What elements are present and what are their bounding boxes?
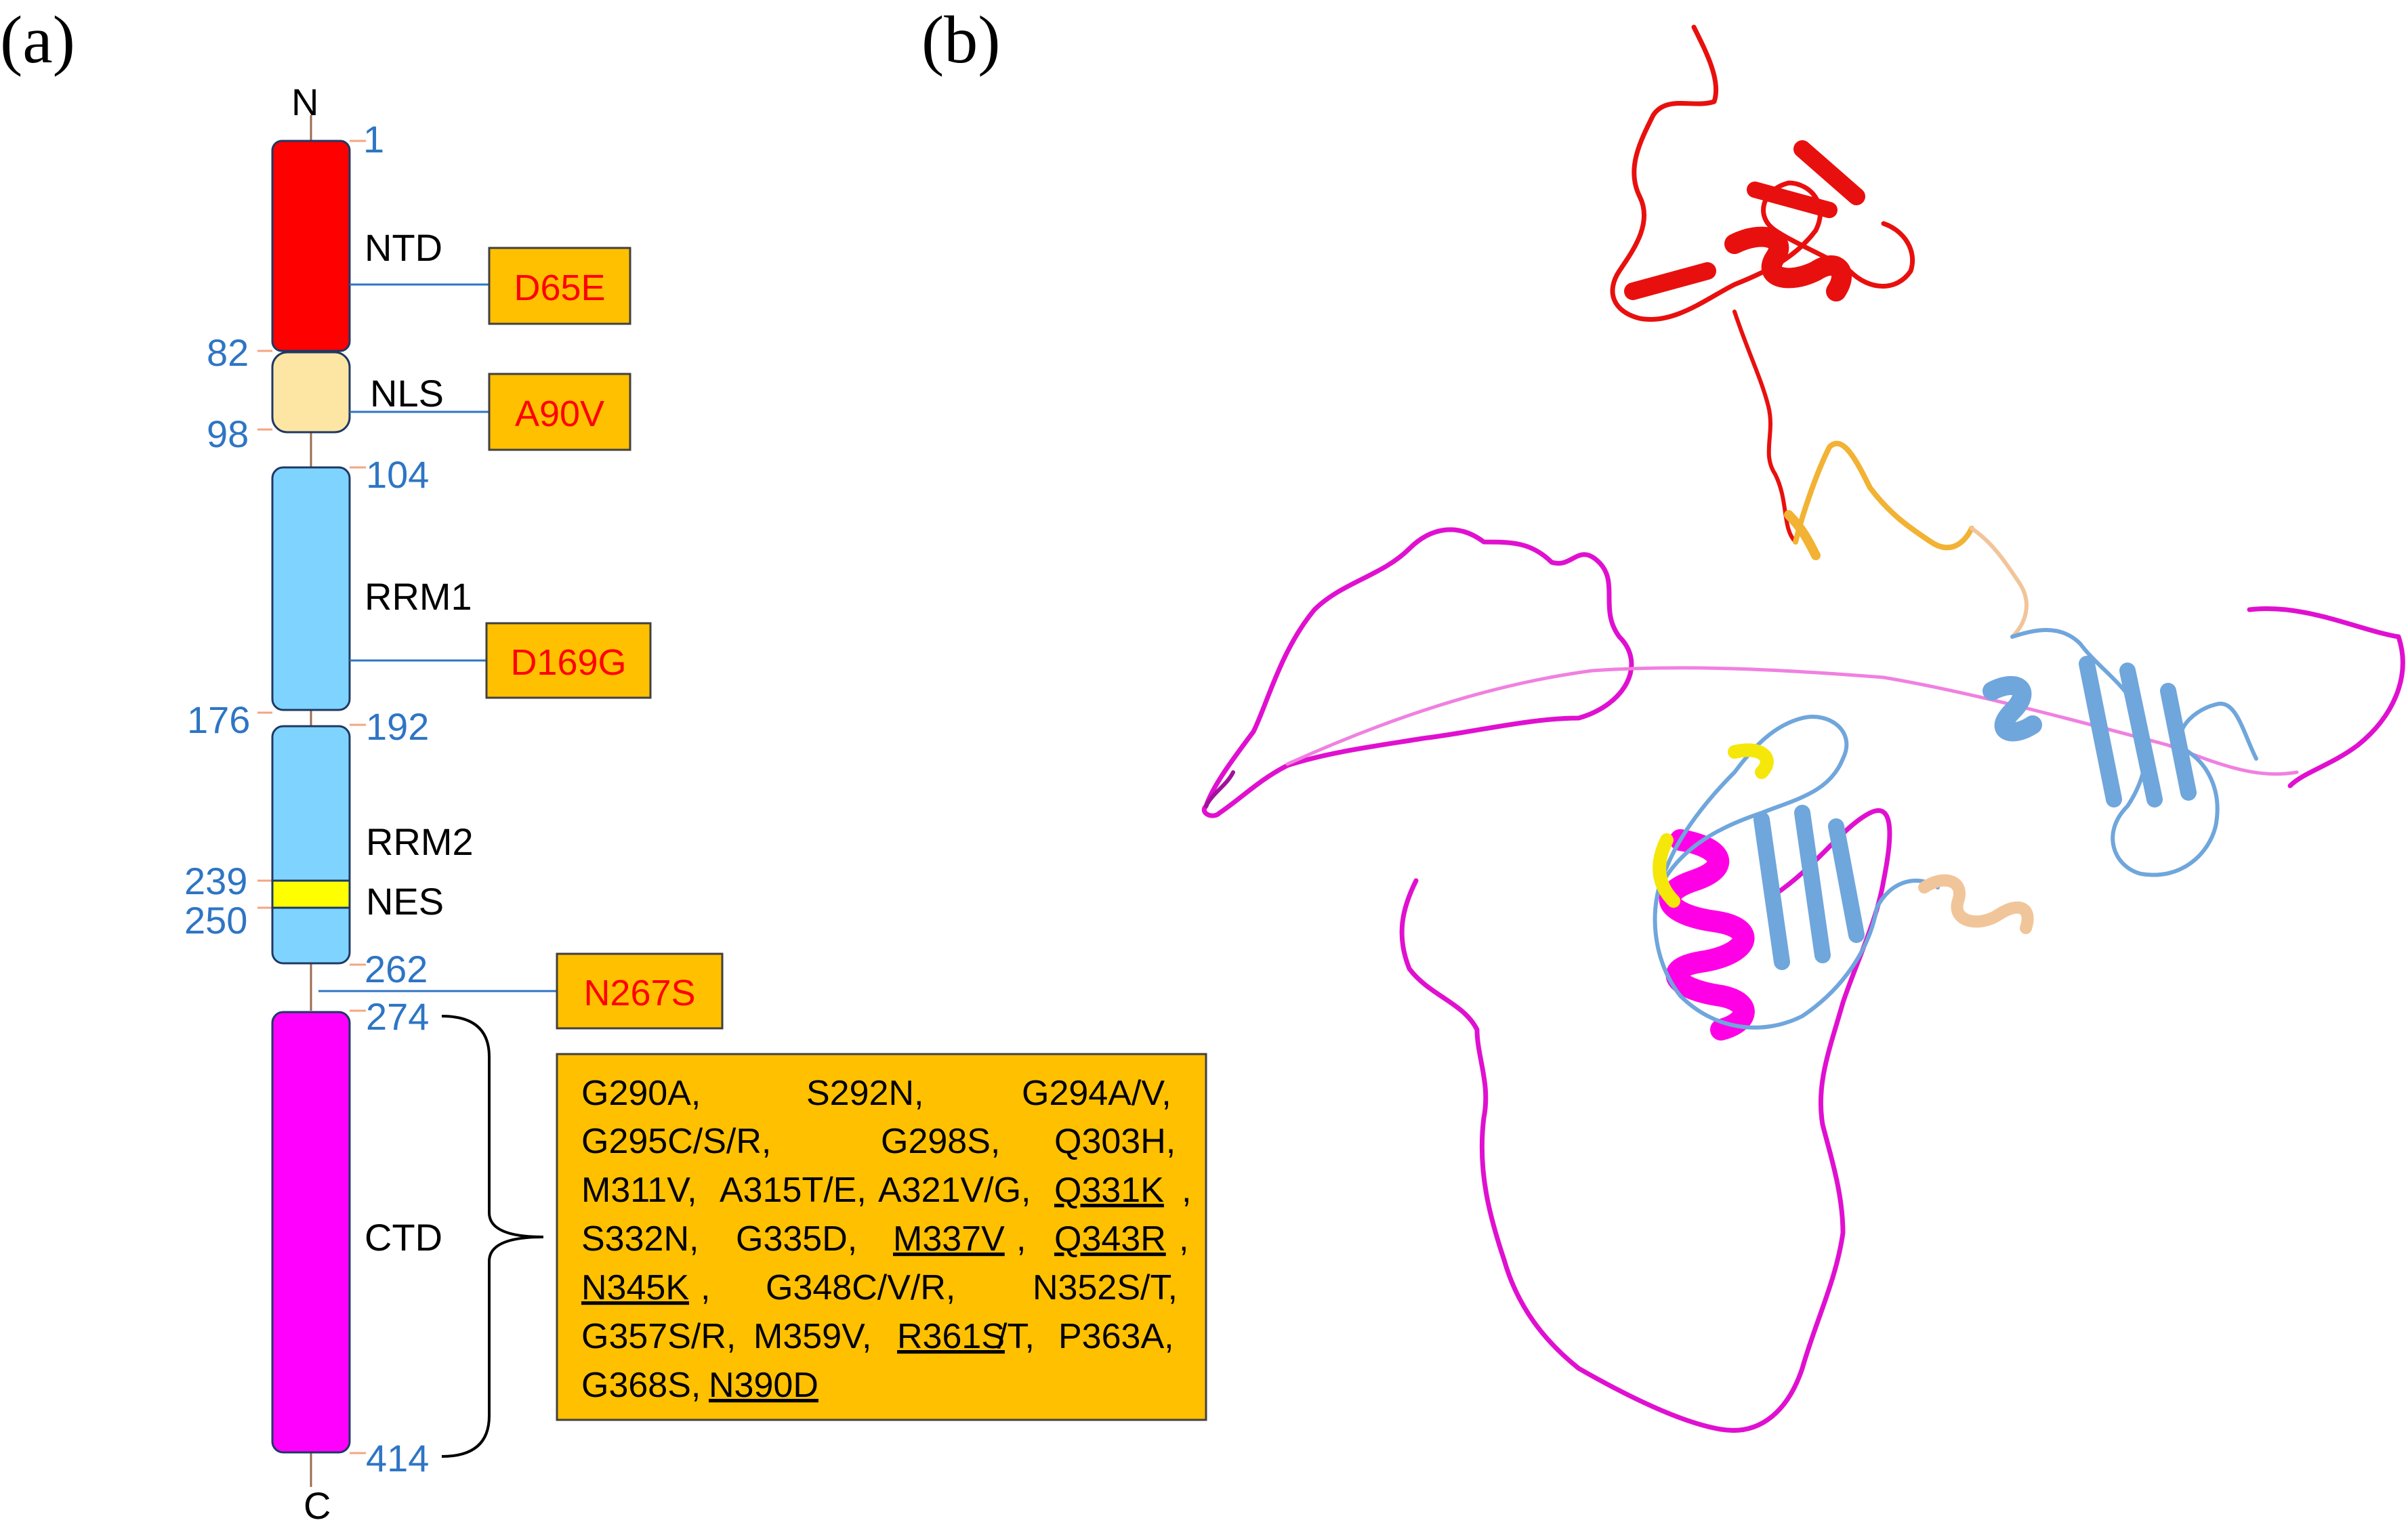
ctd-mutation: G348C/V/R, <box>766 1268 955 1307</box>
nls-label: NLS <box>370 372 444 415</box>
rrm1-strand <box>2079 656 2122 807</box>
nes-helix <box>1653 833 1680 908</box>
rrm1-label: RRM1 <box>365 575 472 618</box>
ctd-loop <box>1202 527 1634 818</box>
panel-b: (b) <box>921 2 2405 1433</box>
ctd-mutation-box <box>556 1053 1207 1421</box>
panel-a-label: (a) <box>0 2 75 77</box>
ctd-loop <box>2247 606 2405 789</box>
residue-239: 239 <box>184 860 247 902</box>
protein-structure-render <box>1202 24 2405 1433</box>
mutation-box-a90v <box>488 373 631 451</box>
ctd-mutation: G290A, <box>581 1074 701 1113</box>
ctd-mutation: G295C/S/R, <box>581 1122 771 1161</box>
ntd-strand <box>1793 140 1865 205</box>
rrm1-helix <box>1983 676 2042 742</box>
ctd-mutation-sep: , <box>1179 1219 1188 1259</box>
ntd-label: NTD <box>365 226 442 269</box>
ctd-mutation: N352S/T, <box>1033 1268 1178 1307</box>
ctd-mutation-underlined: Q343R <box>1054 1219 1166 1259</box>
domain-nls <box>271 351 351 434</box>
residue-274: 274 <box>366 995 429 1038</box>
residue-414: 414 <box>366 1437 429 1479</box>
n-terminus-label: N <box>291 81 318 123</box>
residue-82: 82 <box>207 331 249 374</box>
residue-262: 262 <box>365 948 428 990</box>
ctd-mutation: G294A/V, <box>1022 1074 1171 1113</box>
nls-linker <box>1970 526 2029 639</box>
ctd-mutation: P363A, <box>1058 1317 1174 1356</box>
ctd-mutation: G335D, <box>736 1219 857 1259</box>
ctd-loop <box>1204 770 1235 808</box>
nes-label: NES <box>366 880 444 923</box>
mutation-n267s: N267S <box>583 973 695 1013</box>
ntd-helix <box>1724 226 1852 301</box>
rrm2-strand <box>1753 812 1790 970</box>
mutation-box-n267s <box>556 952 724 1030</box>
mutation-a90v: A90V <box>515 394 604 434</box>
ntd-strand <box>1747 182 1838 218</box>
ctd-mutation-sep: , <box>1016 1219 1026 1259</box>
mutation-box-d169g <box>485 622 652 699</box>
residue-ticks <box>257 140 366 1454</box>
domain-ntd <box>271 140 351 352</box>
nes-helix <box>1728 743 1774 779</box>
c-terminus-label: C <box>304 1484 331 1527</box>
ctd-mutation: Q303H, <box>1054 1122 1176 1161</box>
panel-b-label: (b) <box>921 2 1001 77</box>
ctd-mutation-sep: , <box>701 1268 710 1307</box>
ctd-mutation-sep: , <box>1182 1171 1191 1210</box>
nls-linker <box>1784 510 1821 560</box>
ctd-helix <box>1659 829 1755 1041</box>
ctd-mutation-underlined: N345K <box>581 1268 689 1307</box>
residue-176: 176 <box>187 698 250 741</box>
domain-ctd <box>271 1011 351 1454</box>
rrm2-structure <box>1653 715 1940 1030</box>
ctd-mutation-underlined: N390D <box>709 1366 818 1405</box>
ctd-mutation: M311V, <box>581 1171 697 1210</box>
domain-rrm2 <box>271 725 351 965</box>
ctd-mutation-list: G290A, S292N, G294A/V, G295C/S/R, G298S,… <box>581 1074 1191 1405</box>
rrm2-strand <box>1794 805 1831 963</box>
ctd-mutation: G357S/R, <box>581 1317 736 1356</box>
ctd-mutation-underlined: M337V <box>893 1219 1005 1259</box>
ctd-brace <box>441 1015 544 1458</box>
ctd-mutation: G368S, <box>581 1366 701 1405</box>
mutation-d169g: D169G <box>510 642 626 683</box>
rrm2-label: RRM2 <box>366 820 474 863</box>
ctd-mutation: S292N, <box>806 1074 923 1113</box>
domain-rrm1 <box>271 466 351 711</box>
ctd-label: CTD <box>365 1216 442 1259</box>
domain-nes <box>271 879 351 909</box>
rrm1-strand <box>2160 683 2197 801</box>
residue-1: 1 <box>363 118 384 161</box>
residue-192: 192 <box>366 705 429 748</box>
rrm1-structure <box>2010 628 2258 877</box>
ctd-mutation-sep: /T, <box>997 1317 1035 1356</box>
residue-104: 104 <box>366 453 429 496</box>
ntd-loop <box>1732 310 1798 544</box>
mutation-box-d65e <box>488 247 631 325</box>
ctd-mutation: A321V/G, <box>878 1171 1031 1210</box>
ctd-mutation: S332N, <box>581 1219 699 1259</box>
rrm1-strand <box>2119 663 2163 807</box>
mutation-leader-lines <box>318 283 557 992</box>
ctd-mutation-underlined: Q331K <box>1054 1171 1164 1210</box>
rrm-linker <box>1918 874 2034 934</box>
mutation-d65e: D65E <box>514 268 605 308</box>
nls-linker <box>1793 440 1974 551</box>
residue-250: 250 <box>184 899 247 942</box>
ctd-mutation: M359V, <box>753 1317 871 1356</box>
ctd-mutation: G298S, <box>881 1122 1000 1161</box>
ctd-mutation-underlined: R361S <box>897 1317 1005 1356</box>
residue-98: 98 <box>207 413 249 455</box>
rrm2-strand <box>1828 818 1865 943</box>
panel-a: (a) N <box>0 2 1207 1527</box>
ntd-strand <box>1624 262 1716 300</box>
ctd-mutation: A315T/E, <box>720 1171 867 1210</box>
